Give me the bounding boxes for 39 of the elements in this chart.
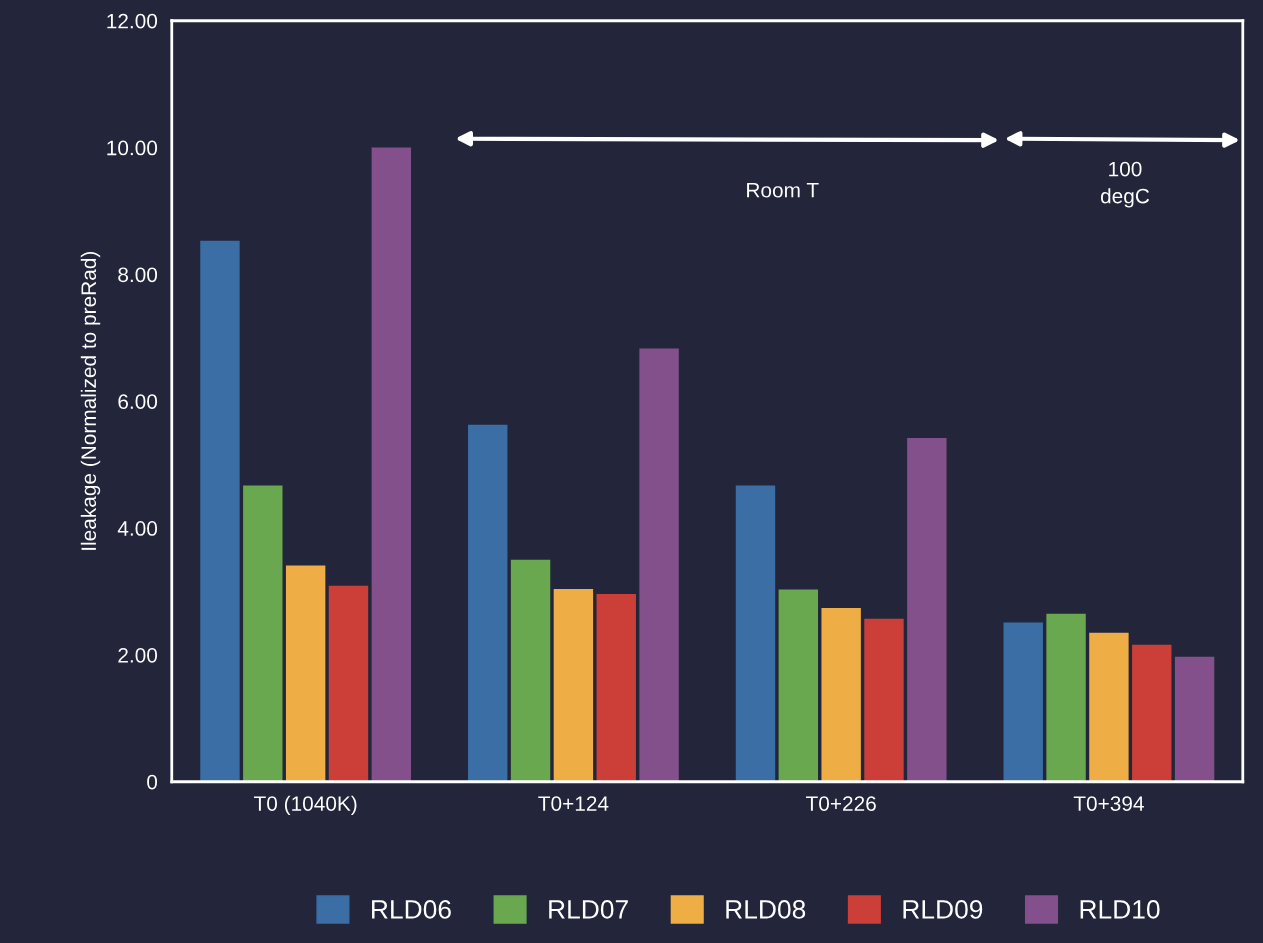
legend-label: RLD06: [372, 900, 451, 919]
annotation: Room T: [747, 183, 819, 198]
bar: [907, 438, 947, 782]
legend-label: RLD08: [726, 900, 806, 919]
y-tick-label: 8.00: [118, 267, 158, 283]
bar: [243, 485, 283, 782]
y-axis-title: Ileakage (Normalized to preRad): [80, 252, 101, 550]
bar: [1174, 656, 1215, 782]
y-tick-label: 0: [147, 774, 158, 790]
bar: [1089, 632, 1129, 782]
bar: [1132, 644, 1172, 782]
bar: [371, 147, 412, 782]
x-tick-label: T0+124: [538, 796, 609, 811]
y-tick-label: 4.00: [117, 521, 158, 536]
bar: [1003, 622, 1043, 782]
bar: [285, 565, 326, 782]
bar: [639, 348, 679, 782]
annotation: 100 degC: [1100, 161, 1150, 208]
bar: [735, 485, 776, 782]
bar: [468, 424, 508, 782]
x-tick-label: T0 (1040K): [254, 795, 357, 816]
legend-label: RLD10: [1080, 900, 1160, 919]
y-tick-label: 12.00: [107, 13, 158, 29]
y-tick-label: 2.00: [118, 647, 158, 663]
bar: [1046, 613, 1086, 782]
y-tick-label: 6.00: [118, 394, 158, 409]
bar: [510, 559, 551, 782]
bar: [778, 589, 819, 782]
bar: [864, 618, 904, 782]
x-tick-label: T0+226: [806, 796, 876, 811]
bar: [200, 240, 240, 782]
legend-label: RLD07: [549, 900, 628, 919]
bar: [821, 607, 861, 782]
bar: [596, 594, 636, 782]
bar: [553, 588, 594, 782]
x-tick-label: T0+394: [1073, 796, 1144, 811]
y-tick-label: 10.00: [107, 140, 158, 156]
bar: [328, 585, 369, 782]
legend-label: RLD09: [903, 900, 983, 919]
